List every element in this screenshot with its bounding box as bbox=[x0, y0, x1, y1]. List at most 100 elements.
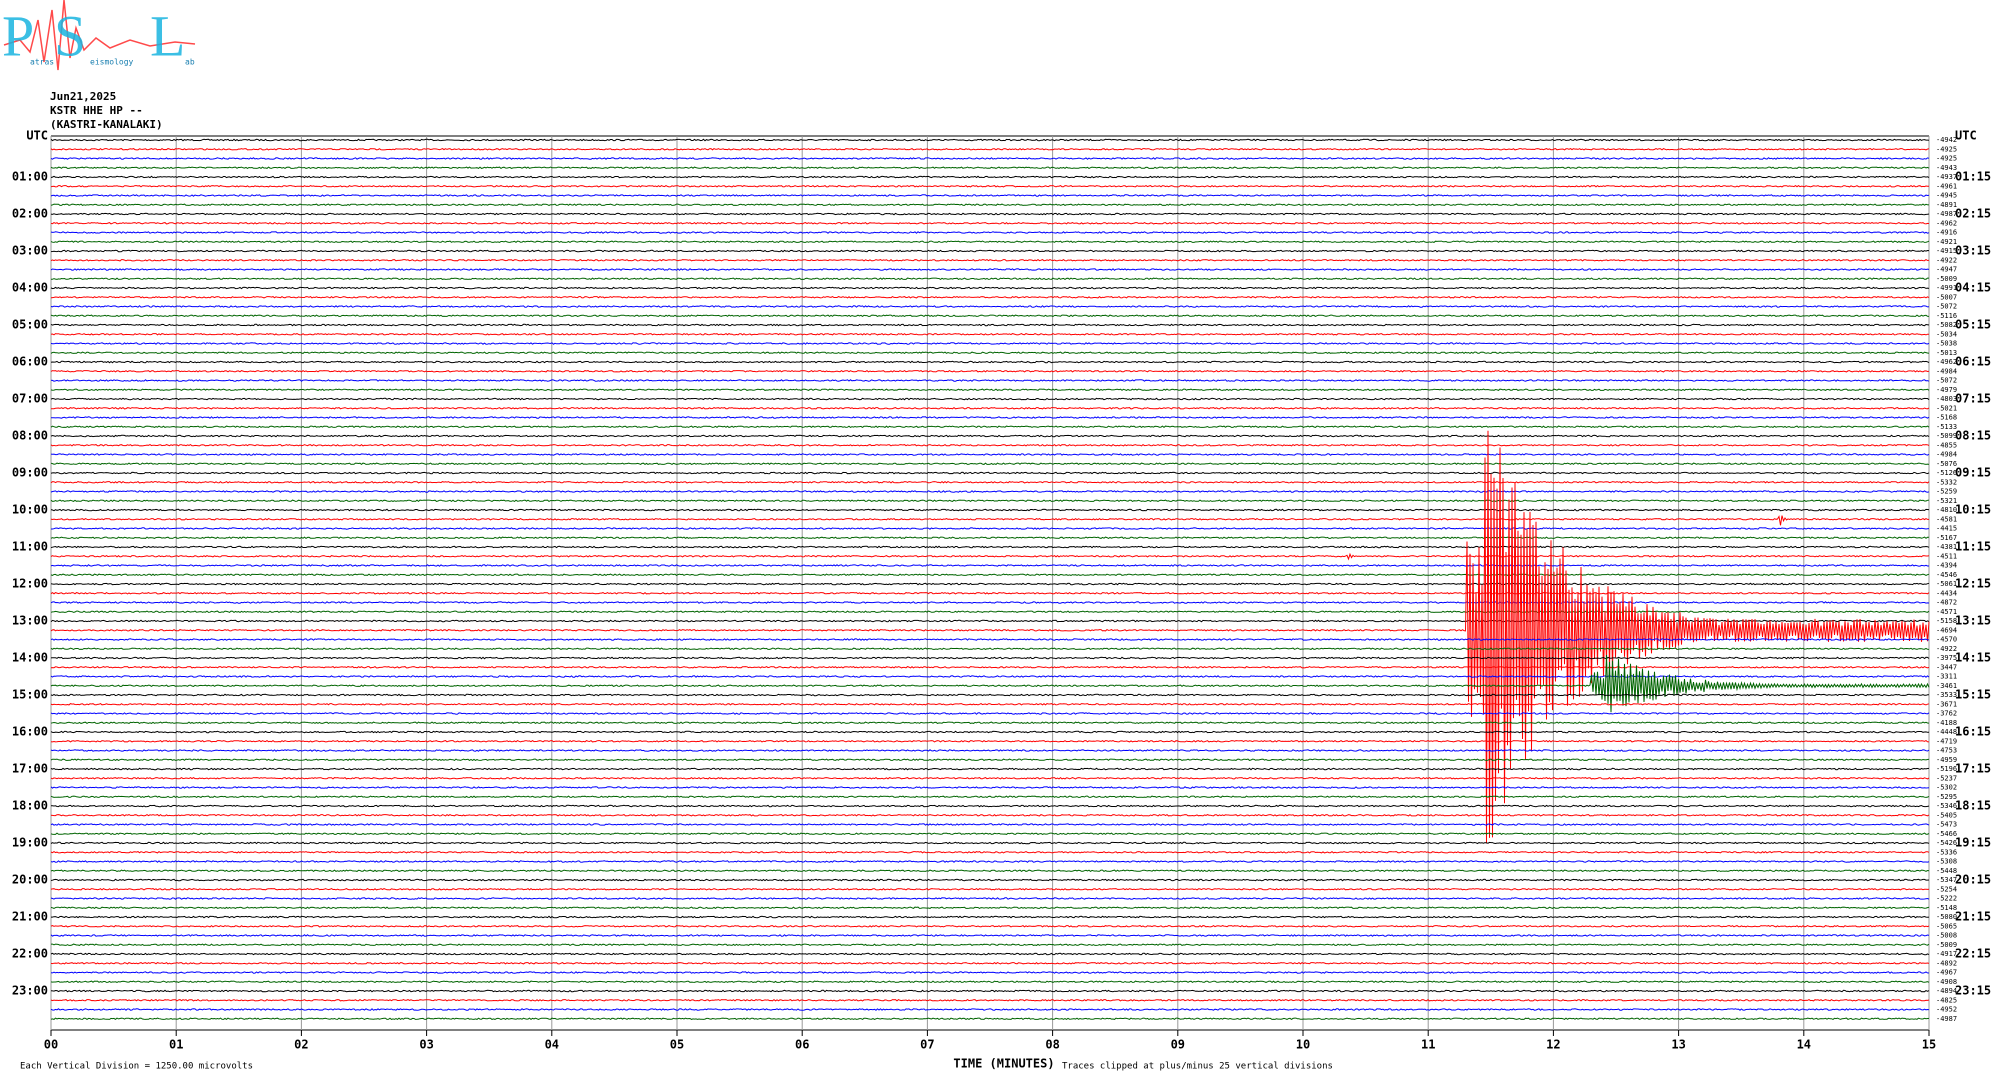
trace bbox=[50, 471, 1930, 475]
trace bbox=[50, 388, 1930, 392]
trace bbox=[50, 268, 1930, 271]
trace bbox=[50, 499, 1930, 503]
logo-word: atras bbox=[30, 58, 54, 67]
trace bbox=[50, 795, 1930, 799]
row-time-label: 12:00 bbox=[12, 577, 48, 591]
trace bbox=[50, 425, 1930, 429]
offset-label: -5302 bbox=[1936, 784, 1957, 792]
offset-label: -4825 bbox=[1936, 996, 1957, 1004]
trace bbox=[50, 776, 1930, 780]
row-time-label: 16:15 bbox=[1955, 725, 1991, 739]
offset-label: -5405 bbox=[1936, 811, 1957, 819]
offset-label: -4967 bbox=[1936, 969, 1957, 977]
row-time-label: 15:00 bbox=[12, 688, 48, 702]
logo: P S L atras eismology ab bbox=[2, 0, 196, 71]
row-time-label: 11:15 bbox=[1955, 540, 1991, 554]
trace bbox=[50, 591, 1930, 595]
offset-label: -3461 bbox=[1936, 682, 1957, 690]
trace bbox=[50, 305, 1930, 308]
trace bbox=[50, 647, 1930, 651]
offset-label: -5426 bbox=[1936, 839, 1957, 847]
x-tick-label: 03 bbox=[419, 1038, 433, 1052]
trace bbox=[50, 1017, 1930, 1021]
trace bbox=[50, 342, 1930, 345]
trace bbox=[50, 823, 1930, 826]
row-time-label: 20:15 bbox=[1955, 873, 1991, 887]
offset-label: -4894 bbox=[1936, 987, 1957, 995]
row-time-label: 17:00 bbox=[12, 762, 48, 776]
row-time-label: 13:00 bbox=[12, 614, 48, 628]
offset-label: -4962 bbox=[1936, 358, 1957, 366]
trace bbox=[50, 406, 1930, 410]
x-tick-label: 09 bbox=[1171, 1038, 1185, 1052]
offset-label: -5237 bbox=[1936, 774, 1957, 782]
trace bbox=[50, 619, 1930, 623]
logo-letter: S bbox=[54, 3, 86, 68]
trace bbox=[50, 739, 1930, 743]
offset-label: -4984 bbox=[1936, 451, 1957, 459]
row-time-label: 01:00 bbox=[12, 170, 48, 184]
offset-label: -4803 bbox=[1936, 395, 1957, 403]
row-time-label: 07:15 bbox=[1955, 392, 1991, 406]
offset-label: -5061 bbox=[1936, 580, 1957, 588]
offset-label: -5196 bbox=[1936, 765, 1957, 773]
trace bbox=[50, 286, 1930, 290]
trace bbox=[50, 462, 1930, 466]
row-time-label: 19:15 bbox=[1955, 836, 1991, 850]
footer-note: Traces clipped at plus/minus 25 vertical… bbox=[1062, 1062, 1333, 1072]
row-time-label: 02:00 bbox=[12, 207, 48, 221]
trace bbox=[50, 203, 1930, 207]
offset-label: -5148 bbox=[1936, 904, 1957, 912]
offset-label: -4571 bbox=[1936, 608, 1957, 616]
header-line: (KASTRI-KANALAKI) bbox=[50, 118, 163, 131]
logo-letter: P bbox=[2, 3, 34, 68]
offset-label: -4855 bbox=[1936, 441, 1957, 449]
row-time-label: 04:00 bbox=[12, 281, 48, 295]
offset-label: -4962 bbox=[1936, 219, 1957, 227]
trace bbox=[50, 906, 1930, 910]
trace bbox=[50, 231, 1930, 234]
trace bbox=[50, 430, 1930, 844]
offset-label: -4892 bbox=[1936, 959, 1957, 967]
offset-label: -5321 bbox=[1936, 497, 1957, 505]
row-time-label: 04:15 bbox=[1955, 281, 1991, 295]
offset-label: -5065 bbox=[1936, 922, 1957, 930]
trace bbox=[50, 860, 1930, 863]
header-line: Jun21,2025 bbox=[50, 90, 116, 103]
trace bbox=[50, 887, 1930, 891]
trace bbox=[50, 610, 1930, 614]
offset-label: -5007 bbox=[1936, 293, 1957, 301]
trace bbox=[50, 194, 1930, 197]
offset-label: -4942 bbox=[1936, 136, 1957, 144]
trace bbox=[50, 693, 1929, 697]
offset-label: -4381 bbox=[1936, 543, 1957, 551]
offset-label: -4937 bbox=[1936, 173, 1957, 181]
offset-label: -5072 bbox=[1936, 377, 1957, 385]
row-time-label: 07:00 bbox=[12, 392, 48, 406]
trace bbox=[50, 212, 1930, 216]
trace bbox=[50, 443, 1930, 447]
trace bbox=[50, 480, 1930, 484]
trace bbox=[50, 277, 1929, 281]
offset-label: -4891 bbox=[1936, 201, 1957, 209]
offset-label: -4922 bbox=[1936, 645, 1957, 653]
trace bbox=[50, 804, 1930, 808]
trace bbox=[50, 536, 1930, 540]
offset-label: -5332 bbox=[1936, 478, 1957, 486]
trace bbox=[50, 654, 1930, 713]
offset-label: -5295 bbox=[1936, 793, 1957, 801]
trace bbox=[50, 897, 1930, 900]
offset-label: -5259 bbox=[1936, 488, 1957, 496]
trace bbox=[50, 351, 1930, 355]
offset-label: -5021 bbox=[1936, 404, 1957, 412]
x-tick-label: 06 bbox=[795, 1038, 809, 1052]
row-time-label: UTC bbox=[26, 129, 48, 143]
row-time-label: 14:00 bbox=[12, 651, 48, 665]
x-tick-label: 10 bbox=[1296, 1038, 1310, 1052]
row-time-label: 19:00 bbox=[12, 836, 48, 850]
trace bbox=[50, 841, 1930, 845]
offset-label: -4961 bbox=[1936, 182, 1957, 190]
offset-label: -5126 bbox=[1936, 469, 1957, 477]
offset-label: -5072 bbox=[1936, 303, 1957, 311]
